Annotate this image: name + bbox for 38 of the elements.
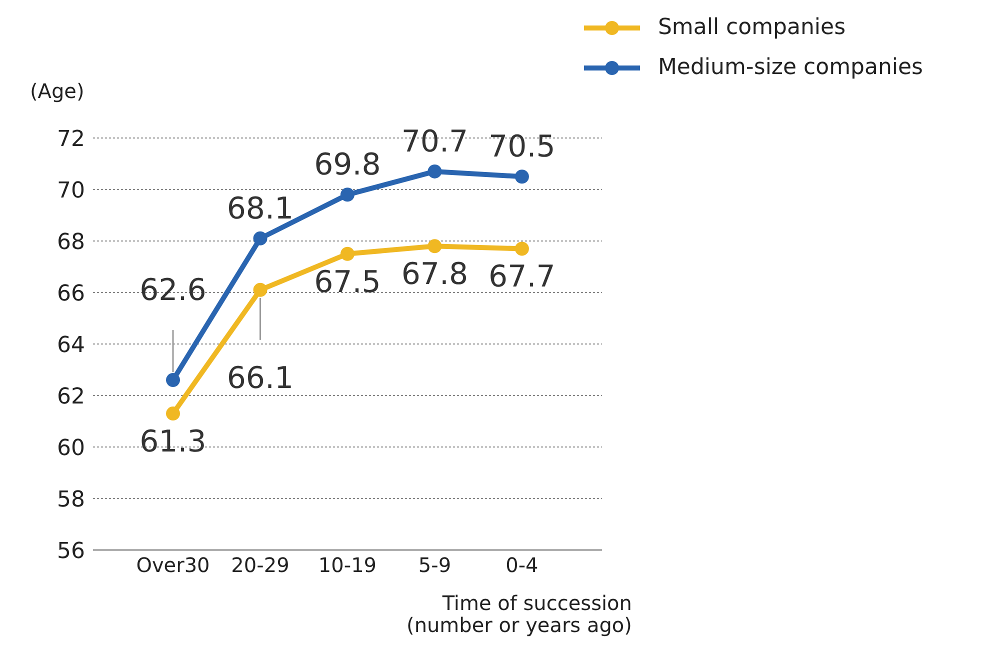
y-tick-label: 62 bbox=[57, 384, 85, 410]
data-label: 62.6 bbox=[140, 273, 206, 308]
data-label: 68.1 bbox=[226, 191, 294, 226]
y-axis-title: (Age) bbox=[30, 79, 84, 103]
data-label: 67.8 bbox=[401, 257, 468, 292]
data-label: 66.1 bbox=[226, 360, 294, 396]
data-label: 67.7 bbox=[488, 260, 556, 295]
point bbox=[428, 164, 442, 178]
data-label: 61.3 bbox=[140, 424, 206, 460]
point bbox=[340, 246, 354, 261]
point bbox=[166, 373, 180, 388]
y-tick-label: 58 bbox=[57, 487, 85, 512]
y-tick-label: 56 bbox=[57, 538, 85, 564]
legend-label: Medium-size companies bbox=[658, 54, 923, 82]
x-tick-label: 0-4 bbox=[506, 553, 538, 578]
point bbox=[514, 242, 529, 256]
point bbox=[428, 239, 442, 254]
legend-label: Small companies bbox=[658, 14, 846, 42]
point bbox=[340, 188, 354, 202]
data-label: 70.5 bbox=[488, 130, 556, 165]
point bbox=[253, 231, 268, 246]
x-tick-label: 5-9 bbox=[418, 553, 452, 578]
y-tick-label: 64 bbox=[57, 332, 85, 358]
x-tick-label: Over30 bbox=[136, 553, 210, 578]
x-tick-label: 10-19 bbox=[318, 553, 377, 578]
point bbox=[253, 282, 268, 297]
x-tick-label: 20-29 bbox=[231, 553, 290, 578]
y-tick-label: 70 bbox=[57, 178, 85, 204]
y-tick-label: 60 bbox=[57, 436, 85, 461]
point bbox=[166, 406, 180, 421]
point bbox=[514, 170, 529, 184]
data-label: 70.7 bbox=[401, 124, 468, 160]
x-axis-title: Time of succession (number or years ago) bbox=[406, 591, 632, 637]
y-tick-label: 72 bbox=[57, 126, 85, 152]
data-label: 69.8 bbox=[314, 148, 381, 183]
data-label: 67.5 bbox=[314, 264, 381, 300]
y-tick-label: 66 bbox=[57, 281, 85, 306]
y-tick-label: 68 bbox=[57, 230, 85, 255]
